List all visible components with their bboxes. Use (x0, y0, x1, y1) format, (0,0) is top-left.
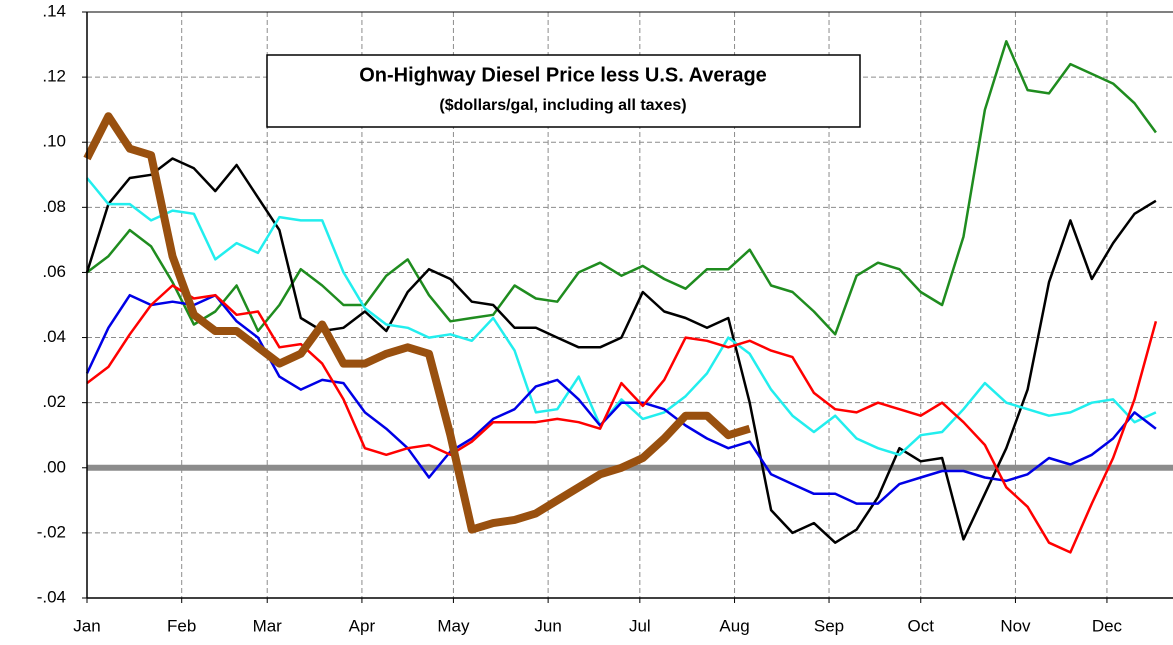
chart-subtitle: ($dollars/gal, including all taxes) (439, 97, 686, 114)
series-line (86, 284, 1158, 554)
x-tick-label: Aug (719, 616, 749, 635)
x-tick-label: Mar (253, 616, 283, 635)
y-tick-label: -.04 (37, 587, 66, 606)
y-tick-label: .02 (42, 392, 66, 411)
lines (83, 40, 1173, 554)
x-tick-label: Feb (167, 616, 196, 635)
y-tick-label: .06 (42, 262, 66, 281)
series-line (83, 112, 751, 534)
y-tick-label: .08 (42, 197, 66, 216)
x-tick-label: Nov (1000, 616, 1031, 635)
y-tick-label: .04 (42, 327, 66, 346)
x-tick-label: Dec (1092, 616, 1123, 635)
x-tick-label: Apr (349, 616, 376, 635)
x-tick-label: May (437, 616, 470, 635)
x-tick-label: Jul (629, 616, 651, 635)
x-tick-label: Sep (814, 616, 844, 635)
series-line (85, 157, 1157, 544)
axes: -.04 -.02 .00 .02 .04 .06 .08 .10 .12 .14 Jan Feb Ma… (37, 1, 1173, 635)
y-tick-label: .00 (42, 457, 66, 476)
y-tick-label: -.02 (37, 522, 66, 541)
y-tick-label: .10 (42, 132, 66, 151)
chart-title: On-Highway Diesel Price less U.S. Averag… (359, 64, 767, 86)
x-tick-label: Jan (73, 616, 100, 635)
x-tick-label: Oct (908, 616, 935, 635)
y-tick-label: .14 (42, 1, 66, 20)
series-line (86, 177, 1157, 457)
x-tick-label: Jun (534, 616, 561, 635)
y-tick-label: .12 (42, 67, 66, 86)
title-box (266, 54, 861, 128)
